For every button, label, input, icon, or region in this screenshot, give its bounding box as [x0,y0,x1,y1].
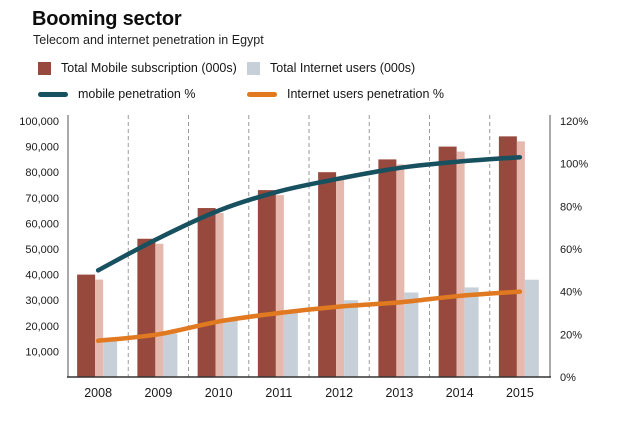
svg-text:2013: 2013 [385,386,413,400]
svg-text:2009: 2009 [144,386,172,400]
svg-text:2015: 2015 [506,386,534,400]
legend-item-mobile-penetration: mobile penetration % [38,87,247,101]
legend-label-mobile-penetration: mobile penetration % [78,87,196,101]
svg-text:80,000: 80,000 [25,167,59,179]
svg-text:90,000: 90,000 [25,142,59,154]
svg-text:2014: 2014 [446,386,474,400]
svg-text:2011: 2011 [265,386,292,400]
svg-text:100%: 100% [560,159,588,171]
svg-text:10,000: 10,000 [25,346,59,358]
svg-text:120%: 120% [560,116,588,128]
svg-text:20,000: 20,000 [25,321,59,333]
svg-text:40%: 40% [560,287,582,299]
chart-legend: Total Mobile subscription (000s) Total I… [38,61,640,101]
page-subtitle: Telecom and internet penetration in Egyp… [33,33,264,47]
svg-text:60,000: 60,000 [25,218,59,230]
svg-text:30,000: 30,000 [25,295,59,307]
mobile-subscriptions-swatch-icon [38,61,51,75]
legend-item-internet-penetration: Internet users penetration % [247,87,640,101]
internet-users-swatch-icon [247,61,260,75]
legend-item-internet-users: Total Internet users (000s) [247,61,640,75]
legend-item-mobile-subscriptions: Total Mobile subscription (000s) [38,61,247,75]
svg-text:2008: 2008 [84,386,112,400]
svg-text:0%: 0% [560,372,576,384]
svg-text:2010: 2010 [205,386,233,400]
svg-text:70,000: 70,000 [25,193,59,205]
mobile-penetration-line-swatch-icon [38,91,68,97]
svg-text:20%: 20% [560,329,582,341]
svg-text:2012: 2012 [325,386,353,400]
internet-penetration-line-swatch-icon [247,91,277,97]
legend-label-internet-users: Total Internet users (000s) [270,61,416,75]
svg-text:50,000: 50,000 [25,244,59,256]
legend-label-internet-penetration: Internet users penetration % [287,87,445,101]
combo-chart: 10,000 20,000 30,000 40,000 50,000 60,000 70,0… [19,115,588,400]
legend-label-mobile-subscriptions: Total Mobile subscription (000s) [61,61,237,75]
svg-text:80%: 80% [560,201,582,213]
svg-text:100,000: 100,000 [19,116,59,128]
svg-text:40,000: 40,000 [25,270,59,282]
page-title: Booming sector [32,8,182,30]
infographic-page: Booming sector Telecom and internet pene… [0,7,640,429]
svg-text:60%: 60% [560,244,582,256]
